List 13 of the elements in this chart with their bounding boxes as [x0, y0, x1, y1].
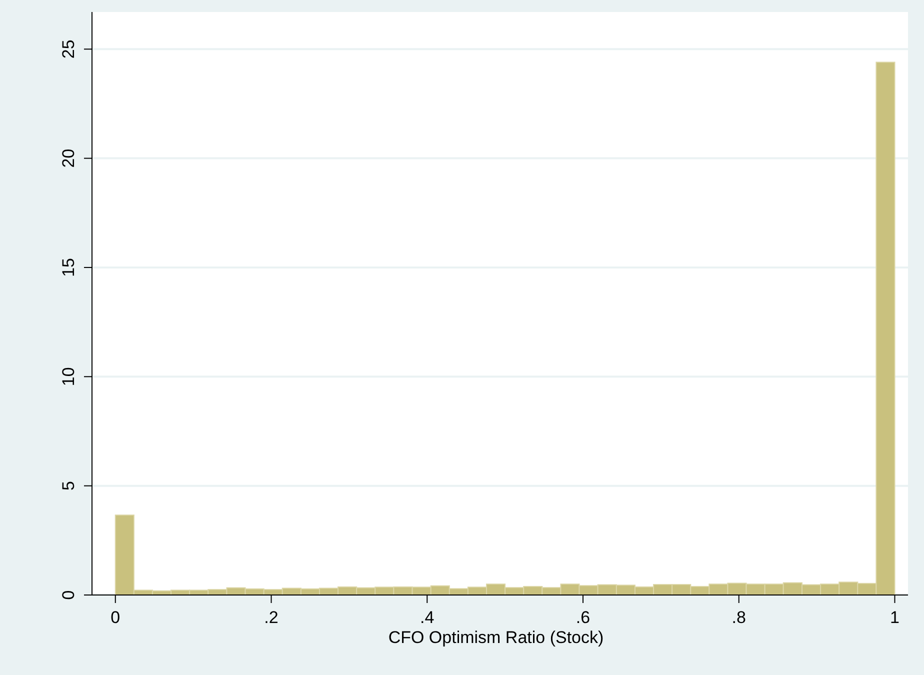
- y-tick-label: 10: [59, 367, 78, 386]
- y-tick-label: 20: [59, 148, 78, 168]
- x-tick-label: 0: [110, 608, 120, 627]
- x-axis-title: CFO Optimism Ratio (Stock): [388, 628, 604, 647]
- x-tick-label: .4: [420, 608, 434, 627]
- y-tick-label: 15: [59, 258, 78, 277]
- x-tick-label: 1: [890, 608, 900, 627]
- y-tick-label: 0: [59, 590, 78, 600]
- x-tick-label: .8: [732, 608, 746, 627]
- x-tick-label: .2: [264, 608, 278, 627]
- y-tick-label: 25: [59, 40, 78, 59]
- x-tick-label: .6: [576, 608, 590, 627]
- y-tick-label: 5: [59, 481, 78, 491]
